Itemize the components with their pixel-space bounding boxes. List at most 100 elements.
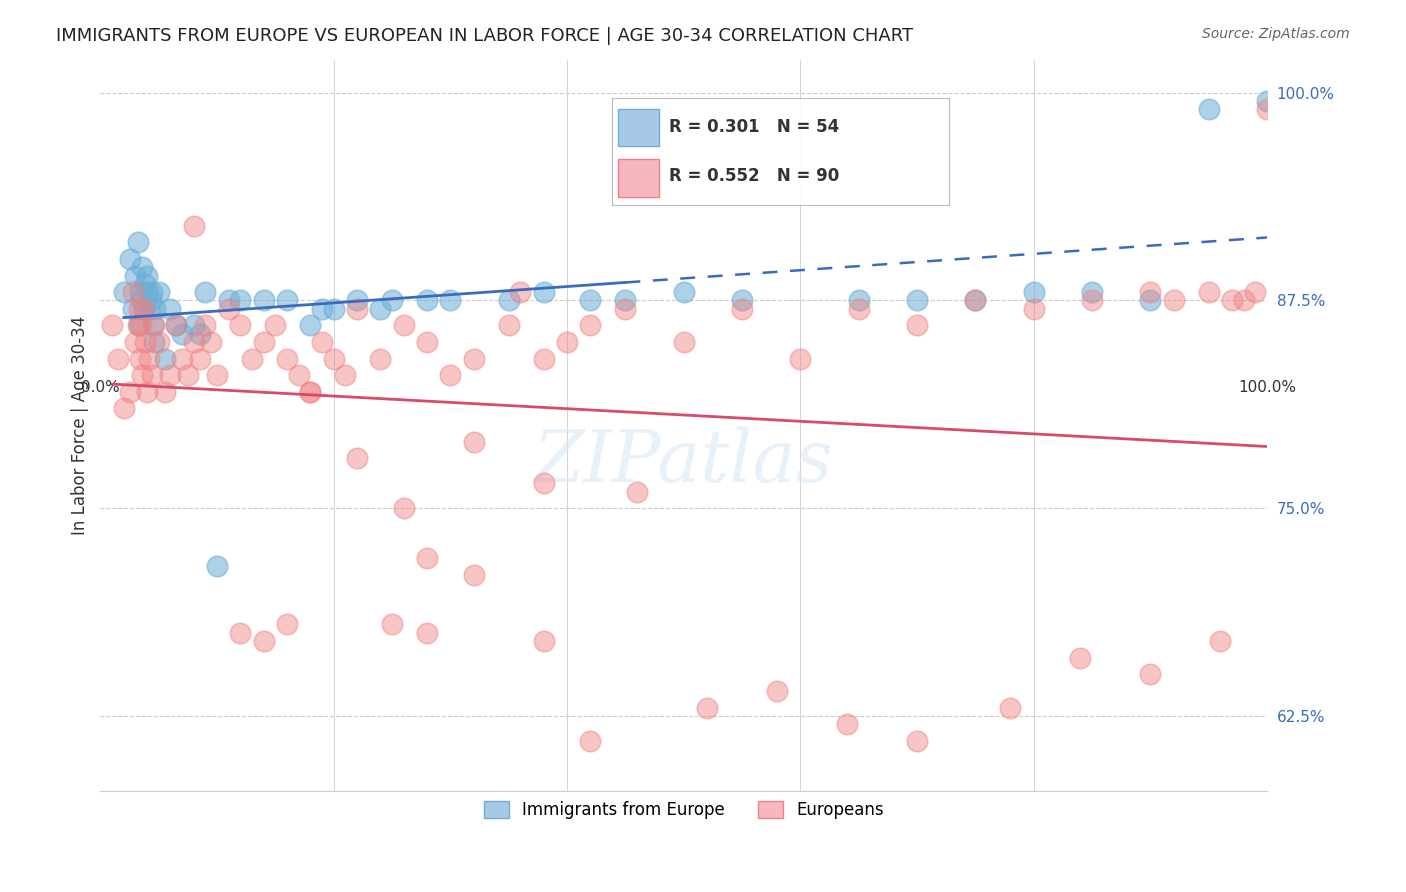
Point (127, 235, 149, 250)
Point (299, 384, 322, 399)
Point (141, 285, 163, 300)
Point (533, 476, 555, 491)
Point (101, 318, 124, 333)
Point (205, 559, 228, 574)
Point (229, 318, 252, 333)
Point (731, 293, 754, 308)
Point (153, 384, 176, 399)
Point (132, 301, 155, 316)
Point (905, 293, 928, 308)
Point (134, 277, 156, 291)
Text: IMMIGRANTS FROM EUROPE VS EUROPEAN IN LABOR FORCE | AGE 30-34 CORRELATION CHART: IMMIGRANTS FROM EUROPE VS EUROPEAN IN LA… (56, 27, 914, 45)
Point (112, 285, 135, 300)
Point (139, 293, 162, 308)
Point (218, 293, 240, 308)
Point (905, 733, 928, 747)
Point (533, 634, 555, 648)
Point (789, 351, 811, 366)
Point (848, 293, 870, 308)
Point (124, 268, 146, 283)
Point (322, 301, 344, 316)
Text: ZIPatlas: ZIPatlas (534, 426, 834, 497)
Point (188, 351, 211, 366)
Point (1022, 285, 1045, 300)
Point (188, 326, 211, 341)
Point (276, 351, 298, 366)
Point (299, 384, 322, 399)
Point (905, 318, 928, 333)
Point (1256, 94, 1278, 108)
Point (1198, 285, 1220, 300)
Point (1163, 293, 1185, 308)
Point (1139, 293, 1161, 308)
Point (1139, 285, 1161, 300)
Point (183, 318, 205, 333)
Point (965, 293, 987, 308)
Point (138, 301, 160, 316)
Point (131, 368, 153, 383)
Text: R = 0.552   N = 90: R = 0.552 N = 90 (669, 168, 839, 186)
Point (136, 285, 159, 300)
Point (392, 501, 415, 516)
Point (346, 293, 368, 308)
Point (848, 301, 870, 316)
Point (835, 717, 858, 731)
Point (138, 351, 160, 366)
Point (299, 318, 322, 333)
Point (129, 318, 152, 333)
Point (136, 384, 159, 399)
Point (346, 451, 368, 466)
FancyBboxPatch shape (619, 159, 659, 196)
Text: 100.0%: 100.0% (1239, 380, 1296, 395)
Point (253, 634, 276, 648)
Point (177, 368, 200, 383)
Point (194, 318, 217, 333)
Point (416, 625, 439, 640)
Point (132, 301, 155, 316)
Point (141, 368, 163, 383)
Point (1209, 634, 1232, 648)
Point (579, 293, 602, 308)
Point (322, 351, 344, 366)
Point (1069, 650, 1091, 665)
Point (416, 551, 439, 566)
Point (614, 293, 637, 308)
Point (183, 219, 205, 233)
Point (131, 260, 153, 275)
Point (416, 293, 439, 308)
Point (1139, 667, 1161, 681)
Point (533, 351, 555, 366)
Point (129, 351, 152, 366)
Point (229, 293, 252, 308)
Point (626, 484, 648, 499)
Point (1256, 103, 1278, 117)
Point (335, 368, 357, 383)
Point (143, 334, 166, 349)
Point (498, 293, 520, 308)
Y-axis label: In Labor Force | Age 30-34: In Labor Force | Age 30-34 (72, 316, 89, 534)
Point (346, 301, 368, 316)
Point (253, 334, 276, 349)
Point (253, 293, 276, 308)
Point (381, 617, 404, 632)
Point (148, 334, 170, 349)
Point (118, 384, 141, 399)
Point (287, 368, 309, 383)
Point (579, 733, 602, 747)
Point (766, 684, 789, 698)
Point (533, 285, 555, 300)
Point (143, 318, 166, 333)
Point (1000, 700, 1022, 714)
Point (136, 268, 159, 283)
Point (731, 301, 754, 316)
Point (118, 252, 141, 266)
Point (122, 301, 145, 316)
Point (614, 301, 637, 316)
Point (107, 351, 129, 366)
Point (170, 351, 193, 366)
Point (153, 351, 176, 366)
Point (276, 617, 298, 632)
Point (311, 301, 333, 316)
Point (200, 334, 222, 349)
Point (370, 301, 392, 316)
